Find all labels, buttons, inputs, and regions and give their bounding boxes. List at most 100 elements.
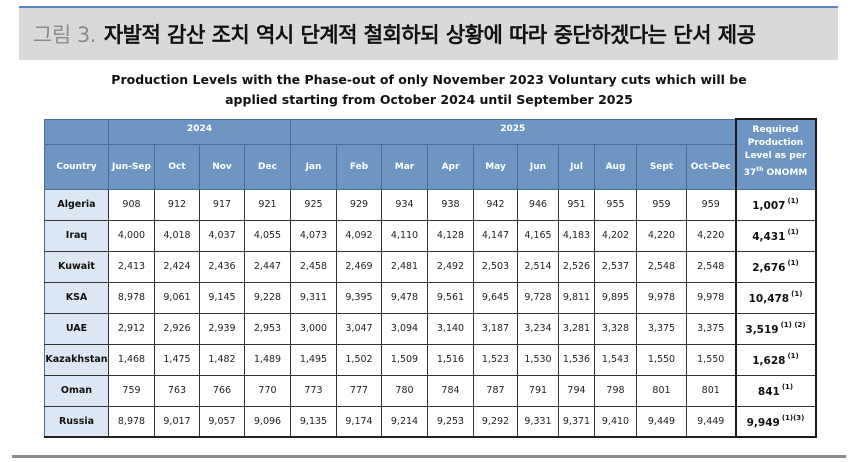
- value-cell: 4,202: [594, 219, 637, 252]
- figure-label: 그림 3.: [33, 23, 96, 47]
- value-cell: 942: [473, 188, 518, 221]
- required-level-cell: 4,431 (1): [734, 219, 817, 252]
- value-cell: 2,436: [199, 250, 245, 283]
- footnote-marker: (1) (2): [780, 321, 806, 329]
- value-cell: 766: [199, 374, 245, 407]
- value-cell: 1,550: [636, 343, 687, 376]
- value-cell: 3,094: [381, 312, 428, 345]
- value-cell: 9,017: [154, 405, 200, 438]
- value-cell: 1,516: [427, 343, 474, 376]
- value-cell: 9,292: [473, 405, 518, 438]
- value-cell: 934: [381, 188, 428, 221]
- value-cell: 9,811: [558, 281, 595, 314]
- column-header: Jun: [517, 143, 559, 190]
- figure-title: 자발적 감산 조치 역시 단계적 철회하되 상황에 따라 중단하겠다는 단서 제…: [103, 23, 756, 47]
- value-cell: 9,228: [244, 281, 291, 314]
- required-production-header: Required Production Level as per 37th ON…: [734, 118, 817, 190]
- value-cell: 929: [336, 188, 382, 221]
- required-level-cell: 841 (1): [734, 374, 817, 407]
- value-cell: 2,926: [154, 312, 200, 345]
- value-cell: 4,220: [686, 219, 736, 252]
- value-cell: 9,645: [473, 281, 518, 314]
- value-cell: 2,514: [517, 250, 559, 283]
- value-cell: 9,895: [594, 281, 637, 314]
- table-title: Production Levels with the Phase-out of …: [0, 70, 858, 110]
- month-header-row: Country Jun-Sep Oct Nov Dec Jan Feb Mar …: [44, 143, 816, 190]
- value-cell: 2,492: [427, 250, 474, 283]
- value-cell: 2,469: [336, 250, 382, 283]
- value-cell: 1,482: [199, 343, 245, 376]
- footnote-marker: (1): [787, 228, 799, 236]
- column-header: Dec: [244, 143, 291, 190]
- value-cell: 9,145: [199, 281, 245, 314]
- value-cell: 9,174: [336, 405, 382, 438]
- value-cell: 951: [558, 188, 595, 221]
- table-row: Oman 759 763 766 770 773 777 780 784 787 791 794 798…: [44, 374, 817, 407]
- value-cell: 2,413: [108, 250, 155, 283]
- required-level-cell: 1,007 (1): [734, 188, 817, 221]
- value-cell: 908: [108, 188, 155, 221]
- value-cell: 4,128: [427, 219, 474, 252]
- value-cell: 798: [594, 374, 637, 407]
- footnote-marker: (1): [791, 290, 803, 298]
- value-cell: 2,548: [636, 250, 687, 283]
- value-cell: 763: [154, 374, 200, 407]
- value-cell: 3,187: [473, 312, 518, 345]
- table-row: Kazakhstan 1,468 1,475 1,482 1,489 1,495 1,502…: [44, 343, 817, 376]
- column-header: Apr: [427, 143, 474, 190]
- year-header-2024: 2024: [108, 118, 291, 145]
- value-cell: 2,912: [108, 312, 155, 345]
- country-cell: KSA: [44, 281, 109, 314]
- value-cell: 2,458: [290, 250, 337, 283]
- footnote-marker: (1)(3): [781, 413, 805, 422]
- country-cell: UAE: [44, 312, 109, 345]
- value-cell: 1,550: [686, 343, 736, 376]
- production-table: 2024 2025 Required Production Level as p…: [44, 118, 817, 438]
- country-cell: Kazakhstan: [44, 343, 109, 376]
- footnote-marker: (1): [787, 197, 799, 205]
- value-cell: 2,526: [558, 250, 595, 283]
- value-cell: 3,047: [336, 312, 382, 345]
- value-cell: 9,135: [290, 405, 337, 438]
- value-cell: 912: [154, 188, 200, 221]
- required-header-line-4: 37th ONOMM: [739, 163, 813, 180]
- value-cell: 794: [558, 374, 595, 407]
- value-cell: 2,953: [244, 312, 291, 345]
- value-cell: 1,468: [108, 343, 155, 376]
- value-cell: 955: [594, 188, 637, 221]
- column-header: Sept: [636, 143, 687, 190]
- value-cell: 777: [336, 374, 382, 407]
- value-cell: 1,475: [154, 343, 200, 376]
- value-cell: 9,057: [199, 405, 245, 438]
- year-header-row: 2024 2025 Required Production Level as p…: [44, 118, 817, 190]
- value-cell: 9,311: [290, 281, 337, 314]
- value-cell: 9,331: [517, 405, 559, 438]
- value-cell: 4,092: [336, 219, 382, 252]
- column-header: Oct: [154, 143, 200, 190]
- value-cell: 3,375: [636, 312, 687, 345]
- column-header: Mar: [381, 143, 428, 190]
- value-cell: 3,281: [558, 312, 595, 345]
- footer-divider: [12, 455, 846, 458]
- value-cell: 773: [290, 374, 337, 407]
- column-header: May: [473, 143, 518, 190]
- value-cell: 2,537: [594, 250, 637, 283]
- required-level-cell: 10,478 (1): [734, 281, 817, 314]
- value-cell: 784: [427, 374, 474, 407]
- value-cell: 4,147: [473, 219, 518, 252]
- value-cell: 9,410: [594, 405, 637, 438]
- country-cell: Kuwait: [44, 250, 109, 283]
- value-cell: 9,728: [517, 281, 559, 314]
- country-cell: Oman: [44, 374, 109, 407]
- value-cell: 770: [244, 374, 291, 407]
- required-header-line-2: Production: [747, 138, 804, 148]
- table-title-line-2: applied starting from October 2024 until…: [225, 92, 633, 107]
- value-cell: 801: [636, 374, 687, 407]
- value-cell: 9,214: [381, 405, 428, 438]
- country-header: Country: [44, 143, 109, 190]
- value-cell: 787: [473, 374, 518, 407]
- value-cell: 938: [427, 188, 474, 221]
- value-cell: 2,939: [199, 312, 245, 345]
- value-cell: 759: [108, 374, 155, 407]
- required-level-cell: 1,628 (1): [734, 343, 817, 376]
